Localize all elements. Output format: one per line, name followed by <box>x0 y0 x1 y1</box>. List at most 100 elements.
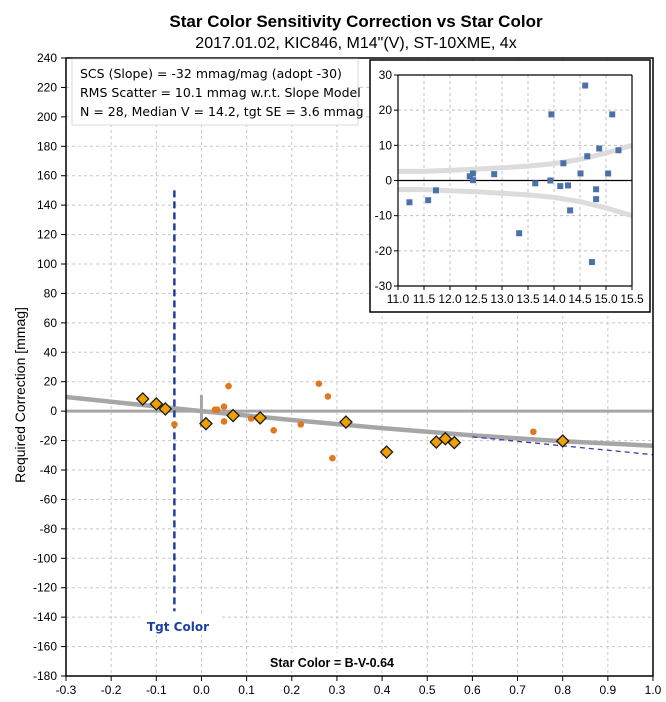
stats-line-rms: RMS Scatter = 10.1 mmag w.r.t. Slope Mod… <box>80 85 361 100</box>
comp-star-diamond <box>135 392 150 406</box>
inset-point <box>567 207 574 214</box>
x-tick-label: 0.8 <box>554 683 571 697</box>
star-dot <box>213 406 221 413</box>
stats-box: SCS (Slope) = -32 mmag/mag (adopt -30) R… <box>71 58 364 126</box>
inset-envelope-upper <box>398 142 633 174</box>
target-color-label-group: Tgt Color <box>140 615 222 635</box>
comp-star-diamond <box>379 445 394 459</box>
inset-y-tick-label: 20 <box>379 103 393 117</box>
y-tick-label: 200 <box>37 110 57 124</box>
comp-star-diamond <box>226 408 240 423</box>
inset-y-tick-label: -20 <box>375 244 393 258</box>
y-tick-label: -40 <box>40 463 58 477</box>
inset-x-tick-label: 11.5 <box>413 292 436 306</box>
x-axis-label: Star Color = B-V-0.64 <box>270 656 394 670</box>
inset-point <box>532 180 539 187</box>
y-tick-label: -60 <box>40 492 58 506</box>
main-points <box>135 380 570 462</box>
inset-point <box>560 160 567 167</box>
y-tick-label: 60 <box>44 316 58 330</box>
target-color-label: Tgt Color <box>147 620 209 634</box>
inset-x-tick-label: 15.5 <box>620 292 644 306</box>
y-tick-label: 0 <box>50 404 57 418</box>
y-tick-label: -20 <box>40 434 58 448</box>
comp-star-diamond <box>253 410 268 425</box>
y-tick-label: -100 <box>33 551 57 565</box>
star-dot <box>220 403 228 411</box>
inset-y-tick-label: 30 <box>379 68 393 82</box>
inset-point <box>432 187 439 194</box>
y-tick-label: 20 <box>44 375 58 389</box>
comp-star-diamond <box>447 435 462 450</box>
star-dot <box>315 380 323 387</box>
y-tick-label: 120 <box>37 228 57 242</box>
chart-title: Star Color Sensitivity Correction vs Sta… <box>169 12 543 31</box>
star-dot <box>297 421 305 428</box>
star-dot <box>270 426 278 434</box>
inset-point <box>584 153 591 160</box>
inset-point <box>596 145 603 152</box>
y-tick-label: 240 <box>37 51 57 65</box>
inset-point <box>547 177 554 184</box>
y-tick-label: -140 <box>33 610 57 624</box>
inset-point <box>615 147 622 154</box>
inset-x-tick-label: 12.5 <box>464 292 488 306</box>
x-tick-label: 0.5 <box>419 683 436 697</box>
inset-point <box>582 82 589 89</box>
star-dot <box>225 382 232 390</box>
inset-points <box>406 82 622 266</box>
comp-star-diamond <box>158 402 173 416</box>
inset-y-tick-label: 10 <box>379 138 393 152</box>
y-tick-label: -160 <box>33 640 57 654</box>
inset-point <box>516 230 523 237</box>
x-tick-label: 0.9 <box>600 683 617 697</box>
inset-ticks: 11.0 11.5 12.0 12.5 13.0 13.5 14.0 14.5 15.0 15.5… <box>375 68 644 306</box>
inset-y-tick-label: 0 <box>385 174 392 188</box>
inset-point <box>469 170 476 177</box>
inset-x-tick-label: 11.0 <box>387 292 410 306</box>
comp-star-diamond <box>199 416 213 431</box>
y-tick-label: 180 <box>37 139 57 153</box>
x-tick-label: 0.3 <box>329 683 346 697</box>
star-dot <box>324 393 332 400</box>
inset-point <box>565 182 572 189</box>
inset-point <box>609 111 616 118</box>
star-dot <box>247 415 255 422</box>
y-tick-label: 220 <box>37 80 57 94</box>
x-tick-label: -0.2 <box>101 683 122 697</box>
star-dot <box>530 428 537 436</box>
inset-point <box>593 196 600 203</box>
inset-x-tick-label: 13.0 <box>490 292 514 306</box>
inset-point <box>425 197 432 204</box>
inset-x-tick-label: 14.5 <box>568 292 592 306</box>
inset-point <box>588 259 595 266</box>
x-tick-label: 0.2 <box>283 683 300 697</box>
stats-line-slope: SCS (Slope) = -32 mmag/mag (adopt -30) <box>80 66 342 81</box>
comp-star-diamond <box>555 434 570 448</box>
y-tick-label: 160 <box>37 169 57 183</box>
x-tick-label: 1.0 <box>645 683 662 697</box>
y-tick-label: -80 <box>40 522 58 536</box>
y-tick-label: 140 <box>37 198 57 212</box>
y-axis-label: Required Correction [mmag] <box>12 307 28 483</box>
y-tick-label: 80 <box>44 286 58 300</box>
x-tick-label: 0.6 <box>464 683 481 697</box>
inset-y-tick-label: -10 <box>375 209 393 223</box>
inset-point <box>466 173 473 180</box>
star-dot <box>329 454 336 462</box>
inset-point <box>577 170 584 177</box>
x-tick-label: 0.7 <box>509 683 526 697</box>
inset-point <box>605 170 612 177</box>
main-y-ticks: 240220200180160140120100806040200-20-40-… <box>33 51 66 683</box>
inset-x-tick-label: 14.0 <box>542 292 566 306</box>
plot-frame <box>65 57 654 677</box>
inset-point <box>491 171 498 178</box>
inset-x-tick-label: 12.0 <box>438 292 462 306</box>
x-axis-label-group: Star Color = B-V-0.64 <box>262 653 402 671</box>
y-tick-label: -180 <box>33 669 57 683</box>
comp-star-diamond <box>149 397 164 411</box>
inset-point <box>469 177 476 184</box>
inset-point <box>406 199 413 206</box>
inset-point <box>593 186 600 193</box>
